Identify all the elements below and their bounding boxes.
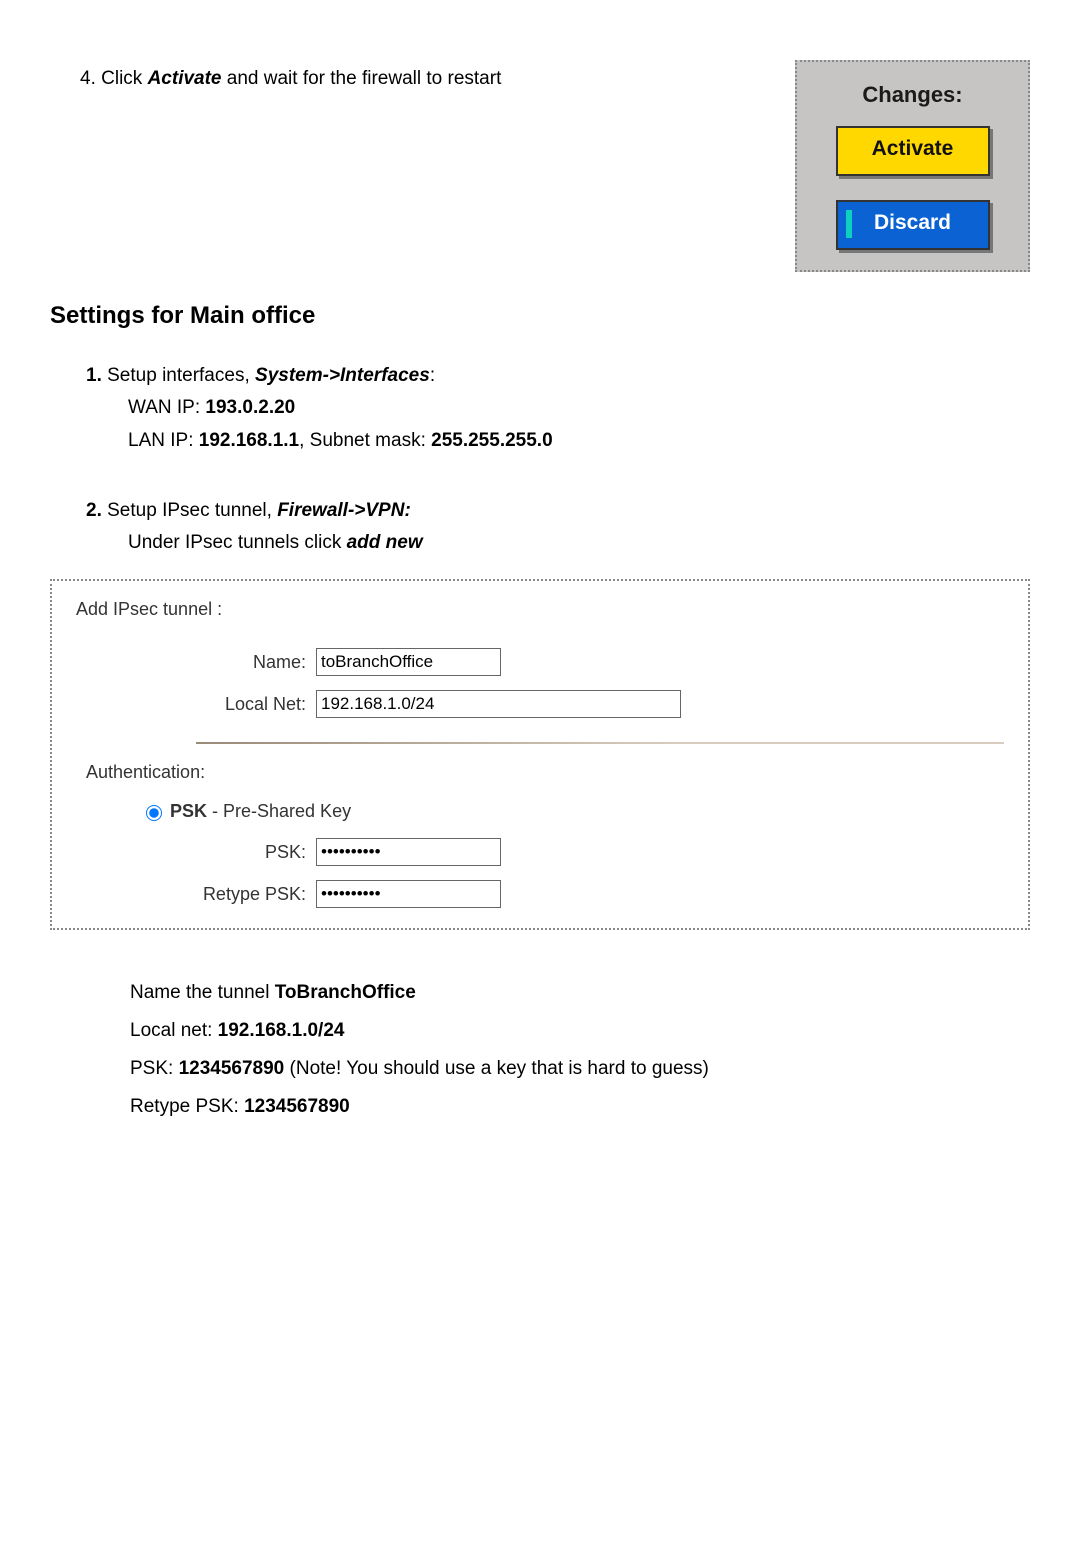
followup-3: PSK: 1234567890 (Note! You should use a … — [130, 1050, 1030, 1088]
discard-button[interactable]: Discard — [836, 200, 990, 250]
activate-button[interactable]: Activate — [836, 126, 990, 176]
retype-psk-input[interactable] — [316, 880, 501, 908]
discard-label: Discard — [874, 211, 951, 234]
psk-input[interactable] — [316, 838, 501, 866]
step2-under: Under IPsec tunnels click add new — [86, 527, 1030, 559]
add-new: add new — [347, 532, 423, 553]
name-input[interactable] — [316, 648, 501, 676]
retype-psk-row: Retype PSK: — [76, 880, 1004, 908]
psk-label: PSK: — [76, 842, 316, 863]
step1-wan: WAN IP: 193.0.2.20 — [86, 392, 1030, 424]
changes-panel: Changes: Activate Discard — [795, 60, 1030, 272]
name-label: Name: — [76, 652, 316, 673]
subnet-label: , Subnet mask: — [299, 430, 431, 451]
lan-label: LAN IP: — [128, 430, 199, 451]
f1-prefix: Name the tunnel — [130, 982, 275, 1003]
step1-text: Setup interfaces, — [102, 365, 255, 386]
f4-bold: 1234567890 — [244, 1096, 350, 1117]
step-1: 1. Setup interfaces, System->Interfaces: — [86, 360, 1030, 392]
f4-prefix: Retype PSK: — [130, 1096, 244, 1117]
step4-prefix: 4. Click — [80, 68, 148, 89]
followup-4: Retype PSK: 1234567890 — [130, 1088, 1030, 1126]
psk-option[interactable]: PSK - Pre-Shared Key — [76, 801, 1004, 822]
localnet-row: Local Net: — [76, 690, 1004, 718]
ipsec-title: Add IPsec tunnel : — [76, 599, 1004, 620]
step-4-text: 4. Click Activate and wait for the firew… — [50, 60, 501, 90]
step1-num: 1. — [86, 365, 102, 386]
under-prefix: Under IPsec tunnels click — [128, 532, 347, 553]
lan-ip: 192.168.1.1 — [199, 430, 299, 451]
followup-2: Local net: 192.168.1.0/24 — [130, 1012, 1030, 1050]
step1-lan: LAN IP: 192.168.1.1, Subnet mask: 255.25… — [86, 425, 1030, 457]
step2-path: Firewall->VPN: — [277, 500, 411, 521]
ipsec-form-panel: Add IPsec tunnel : Name: Local Net: Auth… — [50, 579, 1030, 930]
subnet-mask: 255.255.255.0 — [431, 430, 553, 451]
retype-psk-label: Retype PSK: — [76, 884, 316, 905]
f2-prefix: Local net: — [130, 1020, 218, 1041]
followup-notes: Name the tunnel ToBranchOffice Local net… — [50, 974, 1030, 1126]
f1-bold: ToBranchOffice — [275, 982, 416, 1003]
psk-bold: PSK — [170, 801, 207, 821]
f2-bold: 192.168.1.0/24 — [218, 1020, 345, 1041]
localnet-input[interactable] — [316, 690, 681, 718]
section-heading: Settings for Main office — [50, 302, 1030, 330]
name-row: Name: — [76, 648, 1004, 676]
discard-accent-bar — [846, 210, 852, 238]
localnet-label: Local Net: — [76, 694, 316, 715]
changes-title: Changes: — [809, 82, 1016, 108]
followup-1: Name the tunnel ToBranchOffice — [130, 974, 1030, 1012]
wan-label: WAN IP: — [128, 397, 205, 418]
wan-ip: 193.0.2.20 — [205, 397, 295, 418]
auth-label: Authentication: — [76, 762, 1004, 783]
step1-path: System->Interfaces — [255, 365, 430, 386]
step2-text: Setup IPsec tunnel, — [102, 500, 277, 521]
step4-suffix: and wait for the firewall to restart — [222, 68, 502, 89]
divider — [76, 742, 1004, 744]
step-2: 2. Setup IPsec tunnel, Firewall->VPN: — [86, 495, 1030, 527]
step4-bold: Activate — [148, 68, 222, 89]
f3-bold: 1234567890 — [179, 1058, 285, 1079]
f3-prefix: PSK: — [130, 1058, 179, 1079]
psk-rest: - Pre-Shared Key — [207, 801, 351, 821]
psk-radio[interactable] — [146, 805, 162, 821]
step1-colon: : — [430, 365, 435, 386]
step2-num: 2. — [86, 500, 102, 521]
f3-suffix: (Note! You should use a key that is hard… — [284, 1058, 709, 1079]
psk-row: PSK: — [76, 838, 1004, 866]
